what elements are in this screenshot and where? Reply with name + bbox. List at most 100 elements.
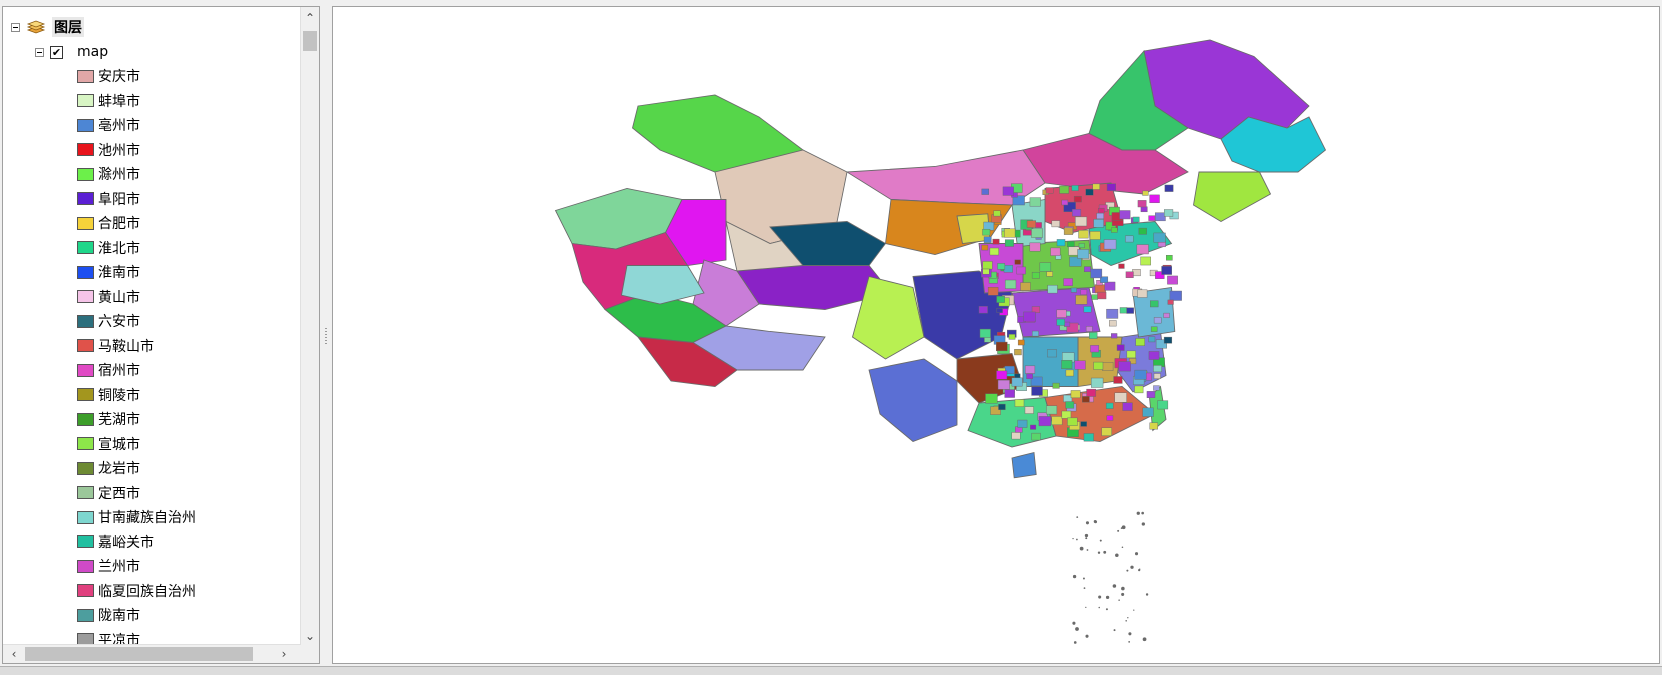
scroll-right-arrow-icon[interactable]: › xyxy=(281,647,287,661)
map-county xyxy=(1166,255,1173,261)
map-county xyxy=(1111,227,1118,233)
legend-item[interactable]: 龙岩市 xyxy=(77,457,140,479)
legend-swatch xyxy=(77,339,94,352)
legend-item[interactable]: 宣城市 xyxy=(77,433,140,455)
scroll-up-arrow-icon[interactable]: ⌃ xyxy=(304,11,316,25)
map-island xyxy=(1085,606,1087,609)
legend-label: 安庆市 xyxy=(98,69,140,85)
legend-item[interactable]: 淮南市 xyxy=(77,261,140,283)
legend-swatch xyxy=(77,559,94,573)
map-county xyxy=(996,370,1008,380)
legend-item[interactable]: 六安市 xyxy=(77,310,140,332)
legend-item[interactable]: 安庆市 xyxy=(77,65,140,87)
legend-item[interactable]: 滁州市 xyxy=(77,163,140,185)
legend-item[interactable]: 平凉市 xyxy=(77,629,140,645)
map-region-tibet-south[interactable] xyxy=(637,336,738,387)
legend-item[interactable]: 嘉峪关市 xyxy=(77,531,154,553)
map-county xyxy=(1070,287,1077,293)
legend-item[interactable]: 兰州市 xyxy=(77,555,140,577)
map-county xyxy=(1078,243,1085,249)
map-island xyxy=(1073,641,1077,644)
panel-splitter[interactable] xyxy=(320,6,332,664)
map-region-hainan[interactable] xyxy=(1011,451,1037,479)
map-region-inner-mongolia-central[interactable] xyxy=(1022,133,1189,195)
legend-item[interactable]: 铜陵市 xyxy=(77,384,140,406)
legend-item[interactable]: 甘南藏族自治州 xyxy=(77,506,196,528)
map-region-liaoning[interactable] xyxy=(1193,171,1272,223)
map-county xyxy=(990,406,1001,415)
layer-visibility-checkbox[interactable]: ✔ xyxy=(50,45,63,59)
legend-label: 淮北市 xyxy=(98,240,140,257)
map-county xyxy=(982,228,991,236)
map-region-tibet-east[interactable] xyxy=(851,275,925,360)
toc-layer-row-map[interactable]: ✔ map xyxy=(35,41,108,63)
map-canvas[interactable] xyxy=(333,7,1660,664)
legend-item[interactable]: 陇南市 xyxy=(77,604,140,626)
map-county xyxy=(1090,345,1100,353)
vertical-scrollbar[interactable]: ⌃ ⌄ xyxy=(300,7,319,645)
map-county xyxy=(1039,262,1052,272)
legend-label: 宿州市 xyxy=(98,363,140,379)
map-county xyxy=(1011,377,1023,387)
map-county xyxy=(996,341,1008,352)
map-island xyxy=(1145,593,1149,596)
map-county xyxy=(1106,415,1114,421)
map-region-tibet-north[interactable] xyxy=(620,265,705,305)
map-region-shandong[interactable] xyxy=(1088,221,1173,266)
map-county xyxy=(1142,190,1149,196)
legend-item[interactable]: 马鞍山市 xyxy=(77,335,154,357)
scroll-down-arrow-icon[interactable]: ⌄ xyxy=(304,629,316,643)
map-view[interactable] xyxy=(332,6,1660,664)
legend-label: 阜阳市 xyxy=(98,191,140,208)
map-region-zhejiang[interactable] xyxy=(1132,286,1176,338)
map-island xyxy=(1126,569,1129,572)
map-county xyxy=(1024,365,1036,374)
horizontal-scroll-thumb[interactable] xyxy=(25,647,253,661)
map-island xyxy=(1072,621,1076,625)
map-county xyxy=(1135,338,1145,346)
map-island xyxy=(1115,553,1119,557)
map-county xyxy=(1149,422,1158,430)
map-county xyxy=(1063,394,1073,403)
map-county xyxy=(1052,382,1060,389)
legend-item[interactable]: 淮北市 xyxy=(77,237,140,259)
legend-item[interactable]: 黄山市 xyxy=(77,286,140,308)
map-county xyxy=(1100,276,1109,283)
collapse-layer-icon[interactable] xyxy=(35,47,44,57)
legend-item[interactable]: 临夏回族自治州 xyxy=(77,580,196,602)
legend-item[interactable]: 定西市 xyxy=(77,482,140,504)
map-island xyxy=(1134,552,1139,556)
map-region-qinghai-south[interactable] xyxy=(692,259,760,327)
map-county xyxy=(1163,336,1173,344)
map-county xyxy=(1114,392,1127,403)
legend-item[interactable]: 池州市 xyxy=(77,139,140,161)
map-region-yunnan[interactable] xyxy=(868,358,958,443)
legend-item[interactable]: 合肥市 xyxy=(77,212,140,234)
legend-item[interactable]: 蚌埠市 xyxy=(77,90,140,112)
map-region-hunan[interactable] xyxy=(1022,336,1079,387)
legend-label: 龙岩市 xyxy=(98,461,140,477)
map-region-qinghai-north[interactable] xyxy=(769,221,887,266)
map-island xyxy=(1085,521,1089,525)
collapse-root-icon[interactable] xyxy=(11,22,20,32)
legend-label: 嘉峪关市 xyxy=(98,534,154,551)
map-county xyxy=(996,307,1003,313)
horizontal-scrollbar[interactable]: ‹ › xyxy=(3,644,301,663)
map-region-jilin[interactable] xyxy=(1220,116,1327,173)
legend-item[interactable]: 宿州市 xyxy=(77,359,140,381)
toc-root-row[interactable]: 图层 xyxy=(11,16,84,38)
legend-item[interactable]: 芜湖市 xyxy=(77,408,140,430)
splitter-grip-icon xyxy=(325,328,327,346)
layers-icon xyxy=(26,19,46,35)
map-county xyxy=(1020,282,1031,291)
legend-swatch xyxy=(77,412,94,426)
legend-item[interactable]: 阜阳市 xyxy=(77,188,140,210)
legend-item[interactable]: 亳州市 xyxy=(77,114,140,136)
map-county xyxy=(1148,336,1156,343)
map-county xyxy=(1063,201,1076,212)
vertical-scroll-thumb[interactable] xyxy=(303,31,317,51)
legend-swatch xyxy=(77,192,94,205)
map-region-guangdong[interactable] xyxy=(1044,386,1156,442)
scroll-left-arrow-icon[interactable]: ‹ xyxy=(11,647,17,661)
map-county xyxy=(1067,417,1078,426)
